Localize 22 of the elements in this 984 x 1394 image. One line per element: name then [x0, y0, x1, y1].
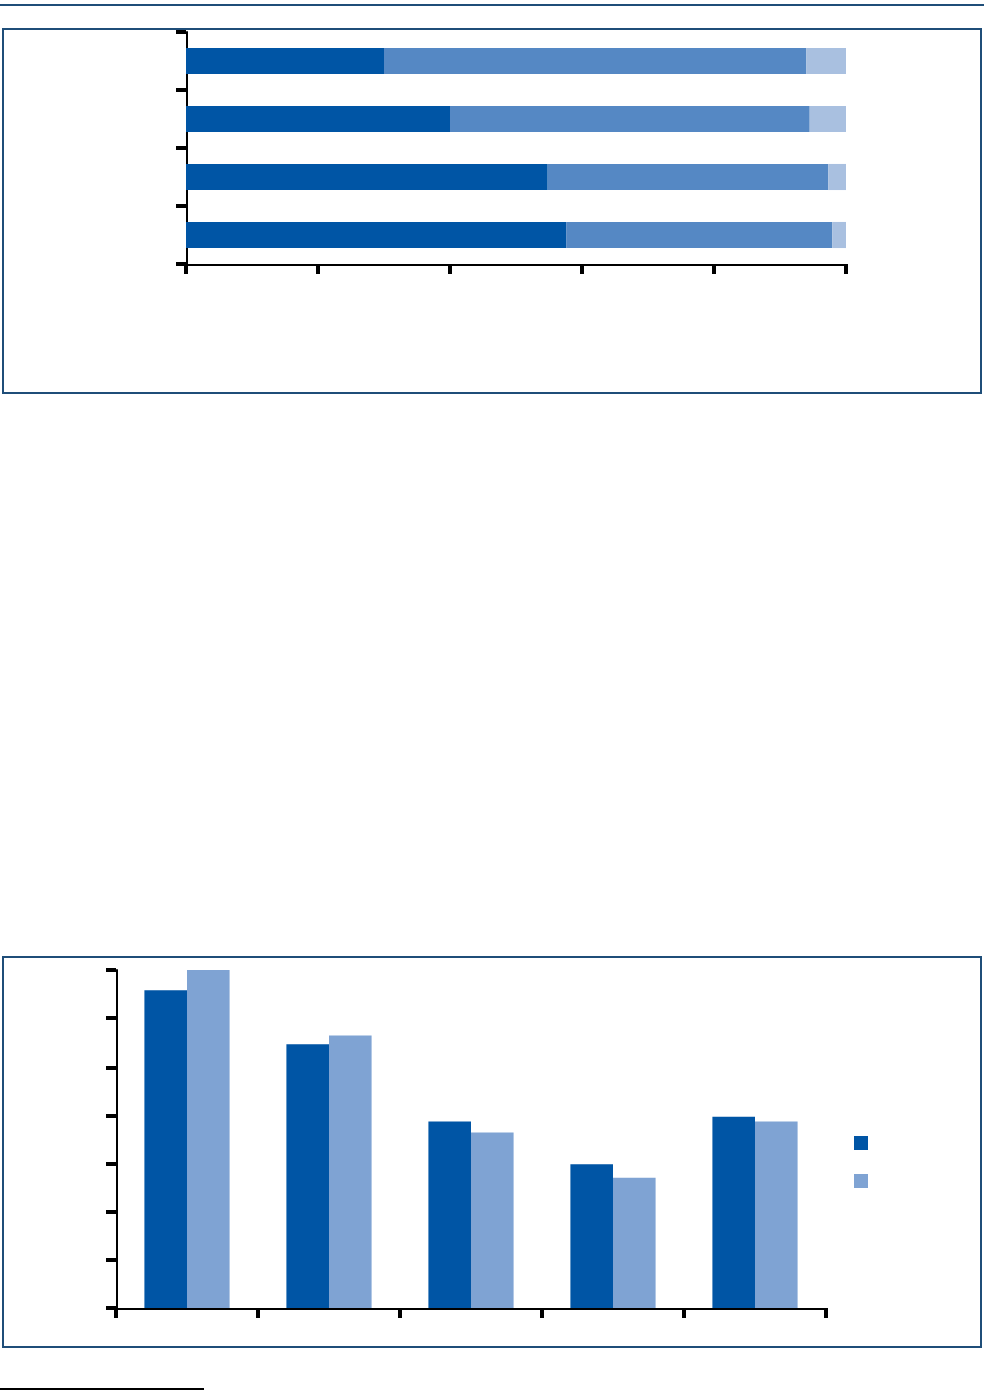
bar: [186, 163, 548, 191]
bar: [286, 1044, 329, 1308]
bar: [566, 221, 833, 249]
bar: [712, 1116, 755, 1308]
bar: [329, 1035, 372, 1308]
bar: [809, 105, 846, 133]
bar: [547, 163, 829, 191]
bar: [186, 105, 450, 133]
bar: [806, 47, 846, 75]
bar: [828, 163, 846, 191]
bar: [613, 1177, 656, 1308]
bar: [755, 1121, 798, 1308]
bar: [187, 970, 230, 1308]
bar: [832, 221, 846, 249]
bar: [428, 1121, 471, 1308]
bar: [450, 105, 810, 133]
bar: [186, 47, 384, 75]
bar: [570, 1164, 613, 1308]
bar: [186, 221, 567, 249]
bar: [471, 1132, 514, 1308]
bar: [384, 47, 807, 75]
bar: [144, 990, 187, 1308]
